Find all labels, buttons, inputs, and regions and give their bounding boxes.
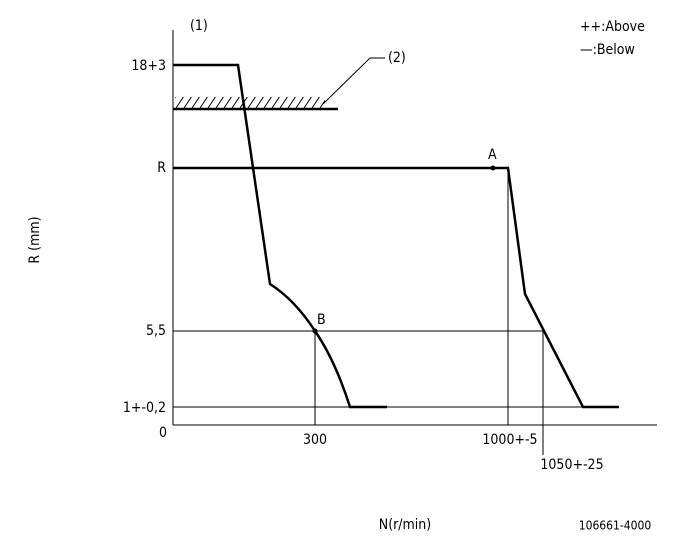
curve-2	[173, 166, 619, 409]
x-label: 1000+-5	[482, 432, 537, 448]
y-axis-title: R (mm)	[27, 216, 43, 263]
y-label: R	[157, 160, 166, 176]
marker-2: (2)	[388, 50, 406, 66]
reference-lines	[173, 168, 583, 455]
y-label: 1+-0,2	[123, 400, 166, 416]
x-label: 300	[303, 432, 327, 448]
leader-line	[322, 57, 385, 105]
curve-1	[173, 63, 387, 409]
marker-1: (1)	[190, 18, 208, 34]
origin-label: 0	[159, 425, 167, 441]
part-number: 106661-4000	[579, 519, 652, 533]
point-a	[490, 165, 496, 171]
legend-below: —:Below	[580, 42, 635, 58]
point-label: A	[488, 147, 497, 163]
y-label: 5,5	[146, 323, 166, 339]
hatch	[175, 97, 325, 109]
axes	[172, 30, 657, 426]
point-label: B	[317, 312, 326, 328]
point-b	[312, 328, 318, 334]
x-label: 1050+-25	[540, 457, 603, 473]
legend-above: ++:Above	[580, 19, 645, 35]
y-label: 18+3	[131, 58, 166, 74]
x-axis-title: N(r/min)	[379, 517, 431, 533]
